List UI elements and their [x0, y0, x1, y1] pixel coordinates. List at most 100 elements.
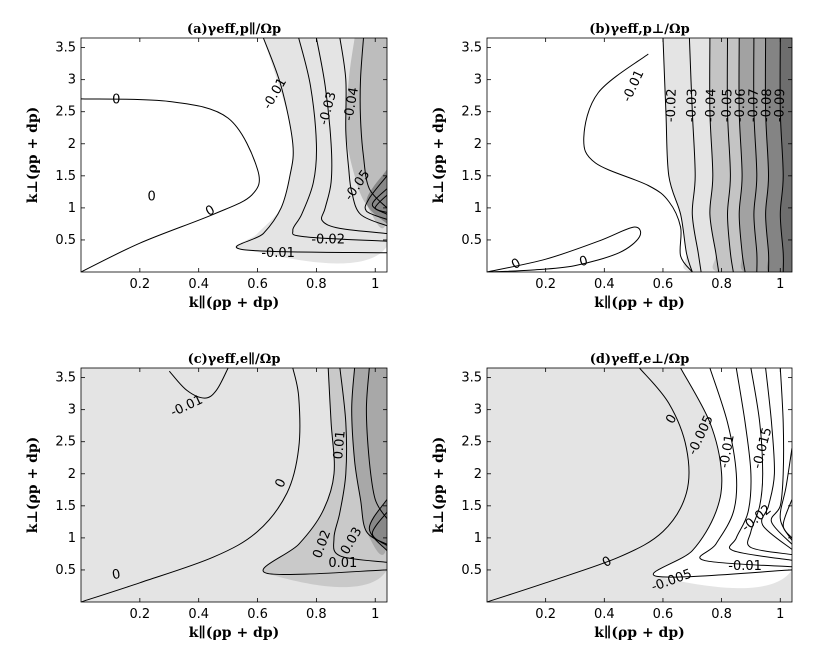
- contour-label-d-5: -0.01: [728, 559, 762, 574]
- y-tick-label-d-6: 3.5: [461, 371, 482, 386]
- contour-label-b-2: 0: [578, 253, 590, 270]
- y-tick-label-b-5: 3: [474, 73, 482, 88]
- contour-line-b-1: [487, 226, 642, 272]
- contour-line-d-3: [729, 368, 792, 561]
- panel-title-d: (d)γeff,e⊥/Ωp: [590, 352, 690, 367]
- fill-region-b-4: [780, 38, 792, 272]
- contour-label-a-5: -0.02: [311, 232, 345, 247]
- plot-area-b: -0.010 0-0.02 -0.03 -0.04 -0.05-0.06-0.07-0.…: [487, 38, 792, 272]
- contour-line-c-6: [368, 499, 387, 552]
- fill-region-a-1: [345, 38, 387, 229]
- x-tick-label-c-2: 0.6: [247, 607, 268, 622]
- x-tick-label-d-1: 0.4: [594, 607, 615, 622]
- contour-label-c-1: 0: [111, 567, 122, 583]
- y-tick-label-d-4: 2.5: [461, 435, 482, 450]
- y-tick-label-c-6: 3.5: [55, 371, 76, 386]
- y-tick-label-b-0: 0.5: [461, 233, 482, 248]
- x-tick-label-c-4: 1: [371, 607, 379, 622]
- contour-line-c-4: [351, 368, 387, 545]
- contour-label-b-10: -0.09: [772, 88, 788, 122]
- fill-region-a-2: [366, 169, 387, 224]
- y-tick-label-a-0: 0.5: [55, 233, 76, 248]
- axes-frame-d: [486, 367, 793, 603]
- x-tick-label-c-0: 0.2: [130, 607, 151, 622]
- contour-line-b-6: [738, 38, 746, 272]
- x-tick-label-d-2: 0.6: [653, 607, 674, 622]
- fill-region-d-0: [653, 368, 792, 589]
- contour-label-b-3: -0.02: [664, 88, 680, 122]
- y-tick-label-b-2: 1.5: [461, 169, 482, 184]
- x-tick-label-d-4: 1: [776, 607, 784, 622]
- y-tick-label-a-5: 3: [68, 73, 76, 88]
- contour-line-d-6: [770, 368, 792, 545]
- contour-label-a-0: 0: [112, 93, 120, 108]
- y-tick-label-c-3: 2: [68, 467, 76, 482]
- y-tick-label-b-3: 2: [474, 137, 482, 152]
- contour-label-b-4: -0.03: [684, 88, 700, 122]
- axes-frame-c: [80, 367, 388, 603]
- axes-frame-b: [486, 37, 793, 273]
- contour-line-a-2: [292, 38, 387, 242]
- x-tick-label-d-3: 0.8: [711, 607, 732, 622]
- y-tick-label-a-2: 1.5: [55, 169, 76, 184]
- y-axis-label-b: k⊥(ρp + dp): [431, 107, 447, 204]
- y-tick-label-c-2: 1.5: [55, 499, 76, 514]
- panel-d: 00-0.005-0.005-0.01-0.01-0.015-0.020.2 0.…: [431, 352, 793, 641]
- x-tick-label-a-2: 0.6: [247, 277, 268, 292]
- contour-line-a-4: [339, 38, 387, 227]
- contour-label-a-1: 0: [147, 189, 155, 204]
- contour-line-a-1: [235, 38, 387, 254]
- panel-title-a: (a)γeff,p∥/Ωp: [187, 22, 281, 37]
- contour-line-b-2: [662, 38, 693, 272]
- contour-label-a-7: -0.04: [341, 86, 362, 122]
- panel-title-b: (b)γeff,p⊥/Ωp: [589, 22, 689, 37]
- plot-area-a: 000-0.01-0.01-0.02-0.03 -0.04-0.05: [81, 38, 387, 272]
- contour-line-a-0: [81, 98, 260, 272]
- x-tick-label-c-3: 0.8: [306, 607, 327, 622]
- contour-label-b-9: -0.08: [759, 88, 775, 122]
- y-axis-label-c: k⊥(ρp + dp): [25, 437, 41, 534]
- contour-line-b-0: [583, 53, 693, 272]
- contour-line-b-8: [764, 38, 770, 272]
- contour-line-c-5: [365, 368, 387, 519]
- contour-line-d-5: [761, 368, 792, 550]
- contour-line-b-9: [779, 38, 784, 272]
- y-tick-label-d-1: 1: [474, 531, 482, 546]
- contour-label-b-7: -0.06: [733, 88, 749, 122]
- contour-line-c-0: [168, 368, 229, 399]
- contour-line-b-4: [709, 38, 720, 272]
- x-axis-label-b: k∥(ρp + dp): [594, 295, 685, 311]
- y-tick-label-b-4: 2.5: [461, 105, 482, 120]
- y-tick-label-a-1: 1: [68, 201, 76, 216]
- x-axis-label-c: k∥(ρp + dp): [189, 625, 280, 641]
- x-tick-label-a-4: 1: [371, 277, 379, 292]
- contour-line-b-7: [753, 38, 758, 272]
- axes-frame-a: [80, 37, 388, 273]
- y-axis-label-a: k⊥(ρp + dp): [25, 107, 41, 204]
- y-tick-label-a-4: 2.5: [55, 105, 76, 120]
- y-tick-label-d-5: 3: [474, 403, 482, 418]
- contour-line-d-2: [699, 368, 792, 568]
- x-tick-label-a-1: 0.4: [188, 277, 209, 292]
- x-tick-label-b-0: 0.2: [535, 277, 556, 292]
- contour-line-c-3: [333, 368, 387, 563]
- y-tick-label-b-6: 3.5: [461, 41, 482, 56]
- contour-line-d-1: [653, 368, 792, 578]
- y-tick-label-d-2: 1.5: [461, 499, 482, 514]
- contour-line-a-5: [359, 38, 387, 209]
- y-tick-label-c-0: 0.5: [55, 563, 76, 578]
- y-tick-label-a-6: 3.5: [55, 41, 76, 56]
- x-axis-label-a: k∥(ρp + dp): [189, 295, 280, 311]
- y-tick-label-a-3: 2: [68, 137, 76, 152]
- panel-a: 000-0.01-0.01-0.02-0.03 -0.04-0.050.2 0.4 0…: [25, 22, 388, 311]
- y-tick-label-d-0: 0.5: [461, 563, 482, 578]
- x-tick-label-b-3: 0.8: [711, 277, 732, 292]
- contour-line-a-6: [364, 175, 387, 220]
- contour-line-b-3: [688, 38, 702, 272]
- contour-label-c-4: 0.01: [328, 556, 357, 571]
- contour-line-d-4: [747, 368, 792, 556]
- y-tick-label-c-1: 1: [68, 531, 76, 546]
